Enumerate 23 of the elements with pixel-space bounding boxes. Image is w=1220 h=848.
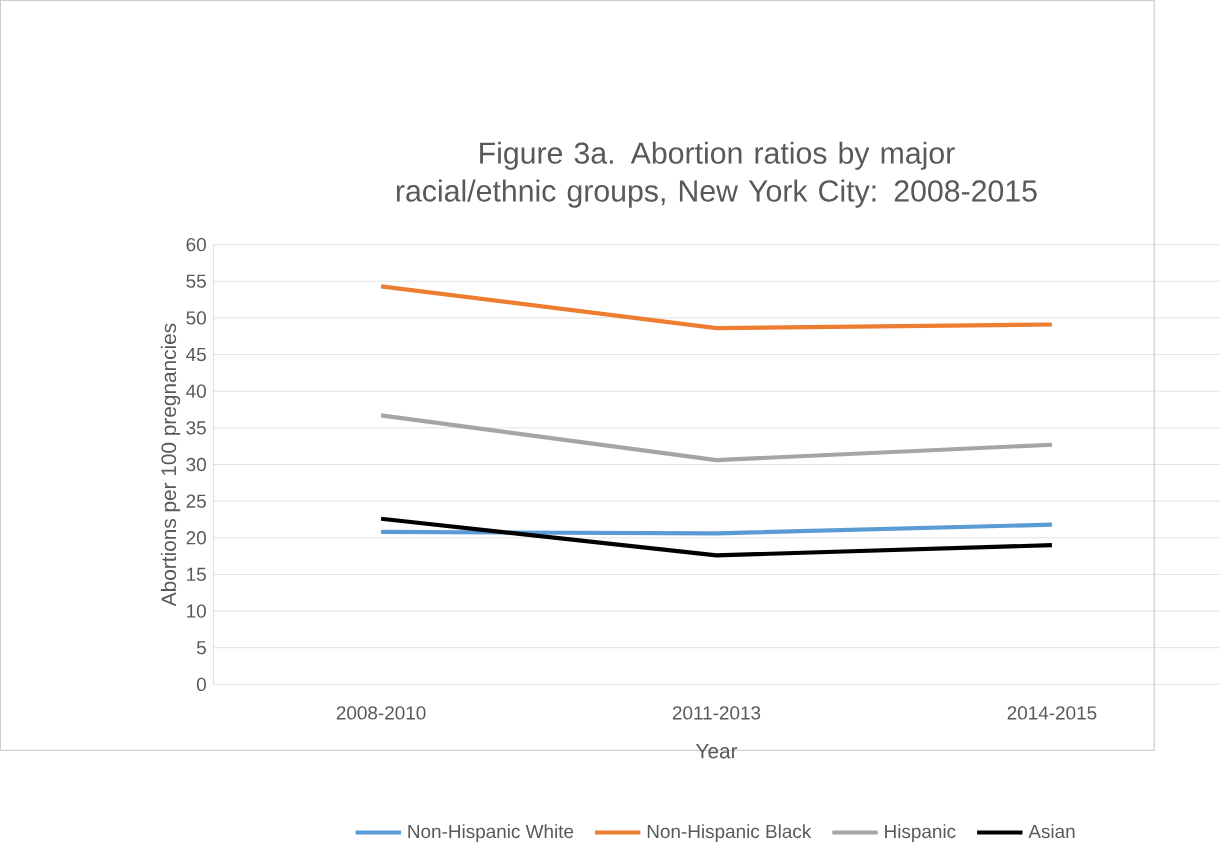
y-tick-label: 55 — [186, 274, 206, 288]
y-tick-label: 5 — [196, 640, 206, 655]
y-tick-label: 60 — [186, 237, 206, 252]
x-tick-label: 2008-2010 — [336, 706, 426, 720]
x-axis-title: Year — [695, 743, 738, 759]
y-tick-label: 0 — [196, 677, 206, 691]
y-tick-label: 35 — [186, 420, 206, 435]
y-axis-title: Abortions per 100 pregnancies — [160, 323, 181, 606]
y-tick-label: 40 — [186, 384, 206, 398]
y-tick-label: 10 — [187, 604, 206, 618]
legend-label: Non-Hispanic Black — [647, 824, 812, 842]
legend-label: Hispanic — [885, 824, 956, 842]
legend-label: Non-Hispanic White — [408, 824, 574, 842]
x-tick-label: 2014-2015 — [1007, 706, 1097, 720]
y-tick-label: 15 — [187, 567, 206, 581]
y-tick-label: 20 — [186, 530, 206, 545]
x-tick-label: 2011-2013 — [672, 706, 761, 720]
y-tick-label: 45 — [186, 347, 206, 361]
chart-title: Figure 3a. Abortion ratios by major racial/ethnic groups, New York City: 2008-2015 — [396, 141, 1037, 208]
y-tick-label: 30 — [186, 457, 206, 472]
legend-label: Asian — [1028, 824, 1075, 838]
y-tick-label: 25 — [186, 494, 206, 508]
y-tick-label: 50 — [186, 311, 206, 325]
